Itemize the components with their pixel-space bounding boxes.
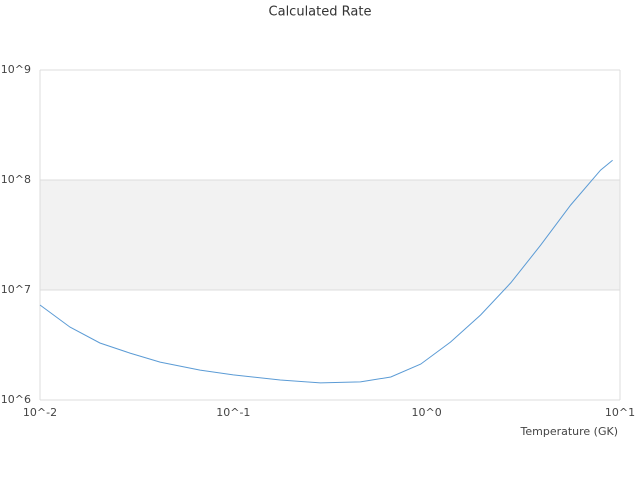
x-tick-label: 10^1	[605, 406, 635, 419]
x-tick-label: 10^-2	[23, 406, 57, 419]
y-tick-label: 10^6	[1, 393, 31, 406]
chart-title: Calculated Rate	[269, 5, 372, 20]
plot-band	[40, 180, 620, 290]
x-tick-label: 10^-1	[216, 406, 250, 419]
y-tick-label: 10^7	[1, 283, 31, 296]
x-tick-label: 10^0	[412, 406, 442, 419]
y-tick-label: 10^8	[1, 173, 31, 186]
x-axis-label: Temperature (GK)	[520, 425, 619, 438]
line-series	[39, 159, 613, 384]
y-tick-label: 10^9	[1, 63, 31, 76]
